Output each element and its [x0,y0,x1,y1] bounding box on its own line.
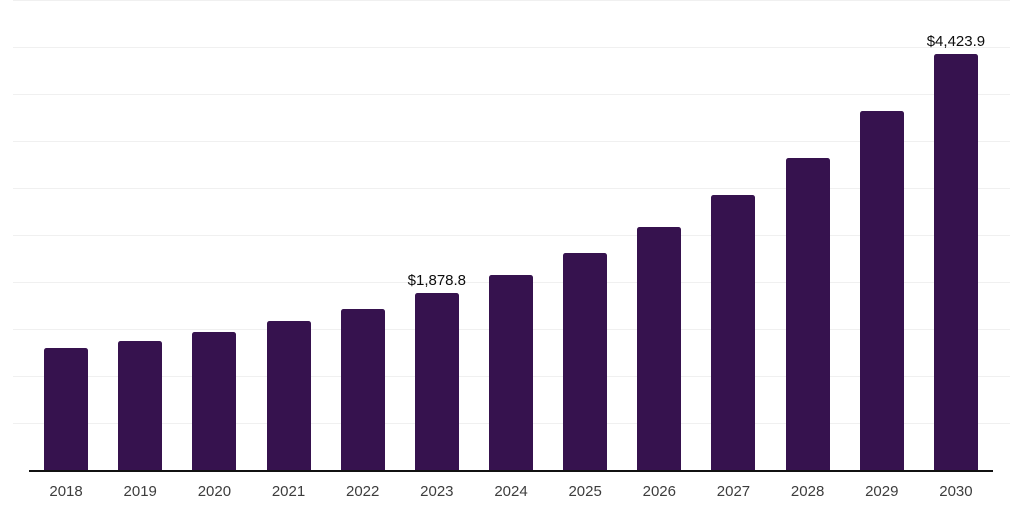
bar-2023 [414,293,459,470]
value-label-2030: $4,423.9 [926,33,986,51]
bar-2022 [340,308,385,470]
x-tick-label-2021: 2021 [271,483,306,500]
x-tick-label-2018: 2018 [49,483,83,500]
bar-2027 [711,194,756,470]
bar-2026 [637,227,682,470]
bar-2021 [266,321,311,470]
x-tick-label-2022: 2022 [346,483,380,500]
gridline-4500 [13,47,1010,48]
bar-2030 [933,54,978,470]
gridline-5000 [13,0,1010,1]
bar-2018 [44,348,89,470]
gridline-3000 [13,188,1010,189]
x-tick-label-2019: 2019 [123,483,157,500]
x-axis-line [29,470,993,472]
bar-2029 [859,111,904,470]
bar-2024 [489,275,533,470]
x-tick-label-2026: 2026 [642,483,676,500]
x-tick-label-2028: 2028 [790,483,825,500]
value-label-2023: $1,878.8 [407,272,467,290]
gridline-4000 [13,94,1010,95]
x-tick-label-2023: 2023 [420,483,454,500]
bar-2025 [563,253,608,470]
x-tick-label-2024: 2024 [494,483,528,500]
x-tick-label-2027: 2027 [716,483,751,500]
gridline-2500 [13,235,1010,236]
x-tick-label-2029: 2029 [865,483,899,500]
bar-2020 [192,332,237,470]
bar-2019 [118,341,163,470]
gridline-3500 [13,141,1010,142]
x-tick-label-2025: 2025 [568,483,602,500]
x-tick-label-2030: 2030 [939,483,973,500]
x-tick-label-2020: 2020 [197,483,232,500]
bar-2028 [785,157,830,470]
